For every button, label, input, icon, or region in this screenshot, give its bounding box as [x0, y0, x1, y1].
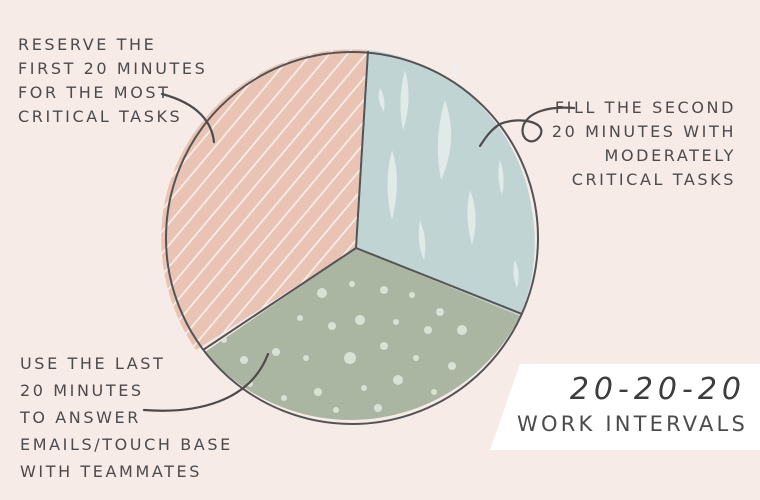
note-line: TO ANSWER — [20, 408, 141, 427]
note-line: MODERATELY — [604, 146, 736, 165]
callout-line-last — [142, 352, 270, 412]
note-line: USE THE LAST — [20, 354, 166, 373]
title-banner: 20-20-20 WORK INTERVALS — [486, 364, 760, 450]
second-segment-texture — [378, 60, 519, 288]
callout-line-second — [478, 106, 576, 148]
note-line: RESERVE THE — [18, 35, 157, 54]
diagram-subtitle: WORK INTERVALS — [517, 412, 748, 436]
note-line: FOR THE MOST — [18, 83, 171, 102]
segment-last-20 — [205, 248, 520, 420]
banner-shape — [490, 364, 760, 450]
note-first-20-minutes: RESERVE THE FIRST 20 MINUTES FOR THE MOS… — [18, 33, 207, 129]
note-line: 20 MINUTES WITH — [551, 122, 736, 141]
last-segment-dots — [221, 281, 467, 413]
note-line: CRITICAL TASKS — [571, 170, 736, 189]
note-last-20-minutes: USE THE LAST 20 MINUTES TO ANSWER EMAILS… — [20, 350, 233, 485]
note-second-20-minutes: FILL THE SECOND 20 MINUTES WITH MODERATE… — [552, 96, 736, 192]
segment-second-20 — [356, 50, 535, 316]
segment-first-20 — [161, 49, 368, 351]
note-line: EMAILS/TOUCH BASE — [20, 435, 233, 454]
pie-outline — [165, 50, 539, 425]
note-line: FILL THE SECOND — [554, 98, 736, 117]
note-line: WITH TEAMMATES — [20, 462, 203, 481]
callout-line-first — [160, 92, 216, 144]
note-line: FIRST 20 MINUTES — [18, 59, 208, 78]
note-line: 20 MINUTES — [20, 381, 144, 400]
note-line: CRITICAL TASKS — [18, 107, 183, 126]
diagram-title: 20-20-20 — [569, 372, 746, 407]
